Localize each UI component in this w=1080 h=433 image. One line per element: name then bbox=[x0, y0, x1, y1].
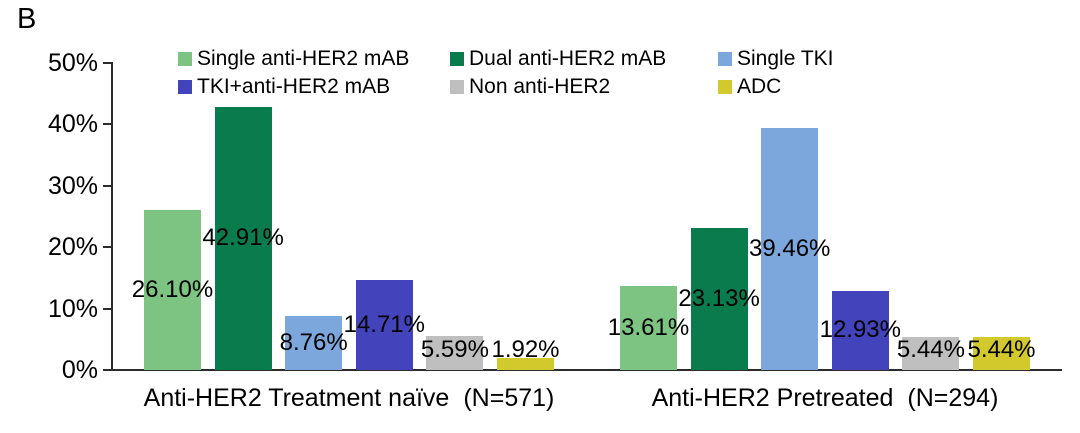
category-sample-size: (N=294) bbox=[907, 384, 999, 412]
legend-item: Non anti-HER2 bbox=[450, 74, 718, 100]
chart-legend: Single anti-HER2 mAB Dual anti-HER2 mAB Si… bbox=[178, 46, 834, 100]
y-axis-tick bbox=[103, 123, 112, 126]
y-axis-tick bbox=[103, 184, 112, 187]
bar-value-label: 13.61% bbox=[607, 314, 690, 342]
bar bbox=[426, 335, 484, 370]
category-name: Anti-HER2 Treatment naïve bbox=[143, 384, 450, 412]
bar-value-label: 5.44% bbox=[896, 336, 965, 363]
legend-label: Single anti-HER2 mAB bbox=[197, 47, 410, 70]
y-tick-label: 30% bbox=[47, 171, 98, 200]
legend-label: Dual anti-HER2 mAB bbox=[469, 47, 667, 70]
legend-item: Dual anti-HER2 mAB bbox=[450, 46, 718, 72]
legend-label: Non anti-HER2 bbox=[469, 75, 611, 98]
y-axis-tick bbox=[103, 246, 112, 249]
legend-label: ADC bbox=[737, 75, 782, 98]
bar bbox=[214, 106, 272, 370]
y-tick-label: 40% bbox=[47, 110, 98, 139]
y-axis-tick bbox=[103, 62, 112, 64]
legend-item: Single anti-HER2 mAB bbox=[178, 46, 450, 72]
x-category-label: Anti-HER2 Treatment naïve (N=571) bbox=[144, 383, 555, 413]
legend-item: ADC bbox=[718, 74, 834, 100]
bar-value-label: 12.93% bbox=[819, 316, 901, 344]
legend-item: TKI+anti-HER2 mAB bbox=[178, 74, 450, 100]
category-name: Anti-HER2 Pretreated bbox=[651, 384, 894, 412]
bar bbox=[831, 290, 889, 370]
bar bbox=[285, 316, 343, 370]
y-tick-label: 10% bbox=[47, 294, 98, 323]
bar-value-label: 39.46% bbox=[748, 234, 831, 262]
bar-value-label: 42.91% bbox=[202, 224, 284, 252]
y-tick-label: 20% bbox=[47, 233, 98, 262]
y-tick-label: 50% bbox=[47, 49, 98, 77]
bar bbox=[761, 127, 819, 370]
category-sample-size: (N=571) bbox=[463, 384, 555, 412]
bar-value-label: 1.92% bbox=[491, 336, 560, 363]
bar-value-label: 8.76% bbox=[279, 329, 348, 357]
x-axis-line bbox=[111, 369, 1062, 371]
legend-color-swatch-icon bbox=[718, 52, 732, 66]
bar-value-label: 23.13% bbox=[678, 284, 760, 312]
bar bbox=[973, 336, 1030, 370]
legend-color-swatch-icon bbox=[450, 52, 464, 66]
bar bbox=[690, 227, 748, 370]
bar bbox=[620, 286, 677, 370]
bar bbox=[902, 336, 960, 370]
bar-value-label: 14.71% bbox=[343, 310, 425, 338]
panel-label: B bbox=[17, 3, 37, 35]
y-axis-tick bbox=[103, 369, 112, 371]
legend-color-swatch-icon bbox=[178, 80, 192, 94]
legend-color-swatch-icon bbox=[450, 80, 464, 94]
x-category-label: Anti-HER2 Pretreated (N=294) bbox=[652, 383, 999, 413]
y-axis-tick bbox=[103, 307, 112, 310]
bar bbox=[355, 279, 413, 370]
bar-value-label: 5.44% bbox=[967, 336, 1036, 363]
bar bbox=[144, 209, 201, 370]
bar-value-label: 5.59% bbox=[420, 336, 489, 363]
y-axis-line bbox=[111, 62, 113, 371]
legend-label: Single TKI bbox=[737, 47, 834, 70]
legend-item: Single TKI bbox=[718, 46, 834, 72]
y-tick-label: 0% bbox=[61, 356, 98, 384]
legend-color-swatch-icon bbox=[178, 52, 192, 66]
legend-label: TKI+anti-HER2 mAB bbox=[197, 75, 391, 98]
bar-value-label: 26.10% bbox=[131, 275, 214, 303]
legend-color-swatch-icon bbox=[718, 80, 732, 94]
bar bbox=[497, 358, 554, 370]
